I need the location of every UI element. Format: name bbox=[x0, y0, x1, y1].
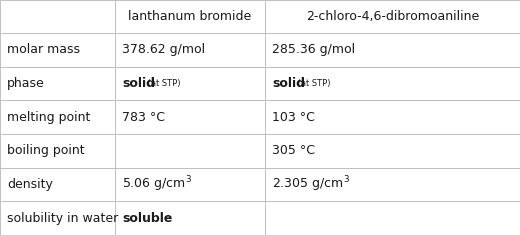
Bar bbox=[0, 134, 115, 168]
Bar bbox=[115, 201, 265, 235]
Text: 5.06 g/cm$^3$: 5.06 g/cm$^3$ bbox=[122, 175, 192, 194]
Bar bbox=[115, 134, 265, 168]
Bar bbox=[265, 100, 520, 134]
Text: 285.36 g/mol: 285.36 g/mol bbox=[272, 43, 355, 56]
Bar bbox=[115, 67, 265, 100]
Bar bbox=[115, 0, 265, 33]
Text: solubility in water: solubility in water bbox=[7, 212, 118, 225]
Text: phase: phase bbox=[7, 77, 45, 90]
Bar bbox=[0, 100, 115, 134]
Bar bbox=[0, 0, 115, 33]
Text: (at STP): (at STP) bbox=[295, 79, 331, 88]
Text: 305 °C: 305 °C bbox=[272, 144, 315, 157]
Bar bbox=[115, 33, 265, 67]
Text: (at STP): (at STP) bbox=[145, 79, 180, 88]
Bar bbox=[0, 201, 115, 235]
Text: soluble: soluble bbox=[122, 212, 172, 225]
Text: 2-chloro-4,6-dibromoaniline: 2-chloro-4,6-dibromoaniline bbox=[306, 10, 479, 23]
Text: solid: solid bbox=[272, 77, 305, 90]
Text: 783 °C: 783 °C bbox=[122, 111, 165, 124]
Text: molar mass: molar mass bbox=[7, 43, 80, 56]
Bar bbox=[0, 33, 115, 67]
Bar bbox=[265, 67, 520, 100]
Bar bbox=[265, 0, 520, 33]
Bar bbox=[265, 201, 520, 235]
Bar bbox=[115, 168, 265, 201]
Text: melting point: melting point bbox=[7, 111, 90, 124]
Text: solid: solid bbox=[122, 77, 155, 90]
Text: 378.62 g/mol: 378.62 g/mol bbox=[122, 43, 205, 56]
Bar bbox=[0, 168, 115, 201]
Text: lanthanum bromide: lanthanum bromide bbox=[128, 10, 252, 23]
Bar bbox=[265, 168, 520, 201]
Text: 2.305 g/cm$^3$: 2.305 g/cm$^3$ bbox=[272, 175, 350, 194]
Text: 103 °C: 103 °C bbox=[272, 111, 315, 124]
Bar bbox=[265, 33, 520, 67]
Text: boiling point: boiling point bbox=[7, 144, 85, 157]
Text: density: density bbox=[7, 178, 53, 191]
Bar bbox=[0, 67, 115, 100]
Bar bbox=[115, 100, 265, 134]
Bar bbox=[265, 134, 520, 168]
